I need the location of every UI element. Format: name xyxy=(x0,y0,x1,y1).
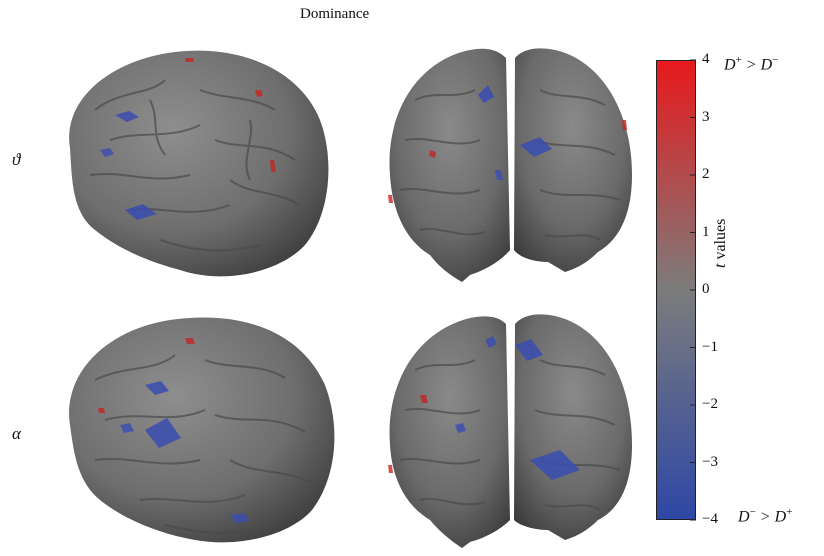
colorbar-tick-label: 3 xyxy=(702,108,710,125)
colorbar-tick-label: 1 xyxy=(702,223,710,240)
brain-alpha-posterior xyxy=(388,314,632,548)
colorbar-tick-label: 0 xyxy=(702,281,710,297)
colorbar-tick-label: −4 xyxy=(702,511,718,527)
colorbar xyxy=(656,59,696,521)
contrast-top: D+ > D− xyxy=(724,54,779,74)
colorbar-gradient xyxy=(656,60,696,520)
colorbar-tick-label: 2 xyxy=(702,166,710,182)
colorbar-tick-label: −2 xyxy=(702,396,718,412)
colorbar-axis-label: t values xyxy=(712,218,729,268)
contrast-bottom: D− > D+ xyxy=(738,506,793,526)
colorbar-tick-label: 4 xyxy=(702,51,710,67)
brain-theta-posterior xyxy=(388,48,632,283)
figure-title: Dominance xyxy=(300,6,370,22)
brain-theta-lateral xyxy=(69,50,329,277)
brain-alpha-lateral xyxy=(69,317,335,543)
colorbar-tick-label: −3 xyxy=(702,453,718,470)
colorbar-tick-label: −1 xyxy=(702,338,718,355)
brain-renderings xyxy=(69,48,632,548)
row-label-theta: ϑ xyxy=(12,150,21,169)
row-label-alpha: α xyxy=(12,424,21,443)
colorbar-ticks xyxy=(690,59,696,521)
